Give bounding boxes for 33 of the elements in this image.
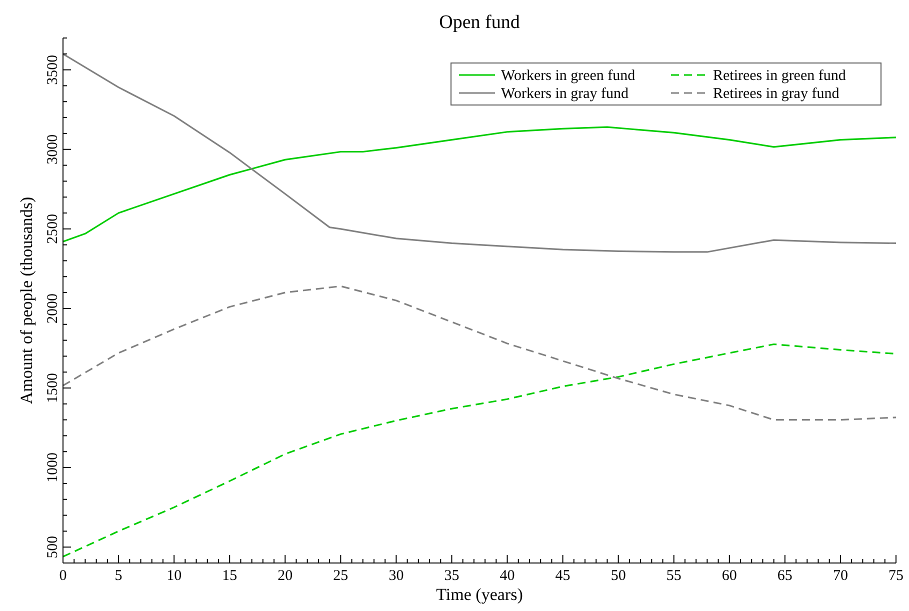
line-series bbox=[62, 126, 897, 242]
legend-label: Retirees in green fund bbox=[713, 68, 846, 84]
y-tick-label: 500 bbox=[45, 536, 61, 558]
legend-label: Workers in green fund bbox=[501, 68, 636, 84]
y-tick-label: 3000 bbox=[45, 134, 61, 164]
x-tick-label: 25 bbox=[333, 568, 348, 584]
line-series bbox=[62, 285, 897, 421]
x-tick-label: 10 bbox=[166, 568, 182, 584]
y-tick-label: 2000 bbox=[45, 293, 61, 324]
x-tick-label: 50 bbox=[610, 568, 626, 584]
legend-label: Retirees in gray fund bbox=[713, 86, 840, 102]
line-series bbox=[62, 53, 897, 253]
x-tick-label: 60 bbox=[722, 568, 737, 584]
y-tick-label: 3500 bbox=[45, 54, 61, 85]
y-tick-label: 1000 bbox=[45, 452, 61, 483]
x-tick-label: 40 bbox=[500, 568, 515, 584]
x-tick-label: 20 bbox=[278, 568, 293, 584]
y-tick-label: 2500 bbox=[45, 214, 61, 244]
x-tick-label: 30 bbox=[388, 568, 404, 584]
x-axis-title: Time (years) bbox=[436, 585, 523, 604]
x-tick-label: 0 bbox=[59, 568, 67, 584]
x-tick-label: 70 bbox=[832, 568, 848, 584]
legend-label: Workers in gray fund bbox=[501, 86, 630, 102]
x-tick-label: 35 bbox=[444, 568, 460, 584]
y-axis-title: Amount of people (thousands) bbox=[17, 196, 36, 404]
x-tick-label: 5 bbox=[114, 568, 122, 584]
x-tick-label: 15 bbox=[222, 568, 238, 584]
x-tick-label: 45 bbox=[555, 568, 570, 584]
x-tick-label: 65 bbox=[777, 568, 792, 584]
x-tick-label: 75 bbox=[888, 568, 904, 584]
chart-title: Open fund bbox=[439, 12, 520, 33]
x-tick-label: 55 bbox=[666, 568, 682, 584]
y-tick-label: 1500 bbox=[45, 373, 61, 403]
